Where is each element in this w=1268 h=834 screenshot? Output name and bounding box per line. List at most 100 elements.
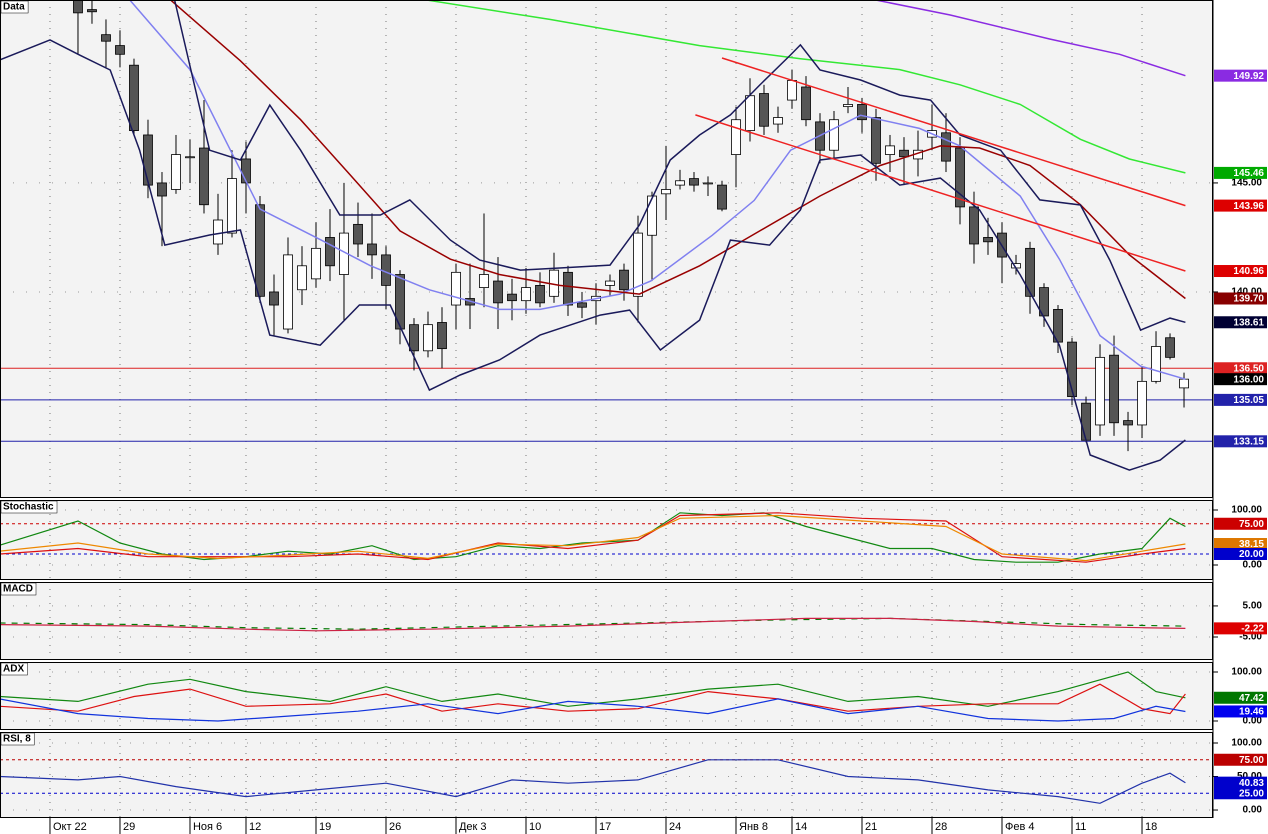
series-line	[169, 0, 1186, 300]
x-tick-label: Дек 3	[459, 821, 487, 833]
panel-title: Stochastic	[3, 502, 54, 513]
candle-body	[1137, 380, 1147, 426]
candle-body	[493, 280, 503, 304]
candle-body	[297, 265, 307, 291]
panel-title-box	[0, 500, 58, 514]
value-badge-label: 149.92	[1233, 71, 1264, 82]
x-tick-label: 12	[249, 821, 261, 833]
series-line	[0, 698, 1186, 722]
candle-body	[1165, 337, 1175, 358]
candle-body	[353, 223, 363, 245]
candle-body	[325, 237, 335, 267]
x-tick-label: 17	[599, 821, 611, 833]
x-tick-label: 26	[389, 821, 401, 833]
candle-body	[605, 280, 615, 286]
candle-body	[157, 182, 167, 197]
value-badge-label: 138.61	[1233, 317, 1264, 328]
value-badge	[1214, 316, 1267, 329]
value-badge	[1214, 787, 1267, 800]
value-badge	[1214, 753, 1267, 766]
panel-background	[0, 662, 1213, 730]
series-line	[173, 0, 1186, 332]
y-tick-label: -5.00	[1239, 632, 1262, 643]
series-line	[0, 514, 1186, 562]
candle-body	[983, 237, 993, 243]
candle-body	[1109, 354, 1119, 424]
candle-body	[87, 9, 97, 13]
value-badge-label: 136.50	[1233, 363, 1264, 374]
value-badge-label: 38.15	[1239, 539, 1264, 550]
panel-title-box	[0, 0, 29, 14]
candle-body	[1179, 378, 1189, 389]
value-badge	[1214, 691, 1267, 704]
candle-body	[773, 117, 783, 125]
candle-body	[829, 119, 839, 151]
x-tick-label: Ноя 6	[193, 821, 222, 833]
candle-body	[801, 86, 811, 121]
value-badge-label: 139.70	[1233, 294, 1264, 305]
y-tick-label: 145.00	[1231, 178, 1262, 189]
candle-body	[787, 80, 797, 101]
candle-body	[857, 104, 867, 121]
x-tick-label: Янв 8	[739, 821, 768, 833]
candle-body	[1025, 247, 1035, 297]
y-tick-label: 100.00	[1231, 505, 1262, 516]
candle-body	[759, 93, 769, 127]
value-badge	[1214, 705, 1267, 718]
x-tick-label: 28	[935, 821, 947, 833]
y-tick-label: 0.00	[1243, 805, 1263, 816]
candle-body	[969, 206, 979, 245]
y-tick-label: 0.00	[1243, 716, 1263, 727]
value-badge	[1214, 166, 1267, 179]
candle-body	[101, 34, 111, 42]
x-axis-band	[0, 818, 1268, 834]
panel	[0, 500, 1213, 580]
x-tick-label: 24	[669, 821, 681, 833]
panel-title: RSI, 8	[3, 734, 31, 745]
candle-body	[535, 285, 545, 304]
x-tick-label: Фев 4	[1005, 821, 1035, 833]
value-badge-label: 75.00	[1239, 519, 1264, 530]
candle-body	[311, 247, 321, 280]
candle-body	[115, 45, 125, 55]
candle-body	[437, 322, 447, 350]
series-line	[425, 0, 1186, 174]
y-tick-label: 140.00	[1231, 287, 1262, 298]
x-tick-label: 14	[795, 821, 807, 833]
candle-body	[451, 271, 461, 306]
candle-body	[955, 147, 965, 208]
panel	[0, 582, 1213, 660]
value-badge-label: 40.83	[1239, 778, 1264, 789]
value-badge	[1214, 199, 1267, 212]
candle-body	[1067, 341, 1077, 398]
panel-title: ADX	[3, 664, 24, 675]
candle-body	[507, 293, 517, 302]
y-tick-label: 50.00	[1237, 771, 1262, 782]
value-badge	[1214, 538, 1267, 551]
x-tick-label: 19	[319, 821, 331, 833]
value-badge-label: 145.46	[1233, 168, 1264, 179]
value-badge-label: 75.00	[1239, 755, 1264, 766]
series-line	[874, 0, 1186, 77]
candle-body	[367, 243, 377, 256]
panel-title: MACD	[3, 584, 33, 595]
y-tick-label: 0.00	[1243, 560, 1263, 571]
series-line	[0, 671, 1186, 707]
panel-background	[0, 0, 1213, 498]
panel-title-box	[0, 732, 35, 746]
value-badge	[1214, 776, 1267, 789]
value-badge-label: 19.46	[1239, 707, 1264, 718]
x-tick-label: 21	[865, 821, 877, 833]
series-line	[0, 39, 1186, 471]
value-badge-label: 25.00	[1239, 788, 1264, 799]
value-badge	[1214, 517, 1267, 530]
candle-body	[241, 158, 251, 184]
x-tick-label: 10	[529, 821, 541, 833]
panel	[0, 0, 1213, 498]
candle-body	[689, 178, 699, 186]
candle-body	[675, 180, 685, 186]
value-badge-label: -2.22	[1241, 624, 1264, 635]
candle-body	[703, 182, 713, 185]
candle-body	[661, 189, 671, 195]
